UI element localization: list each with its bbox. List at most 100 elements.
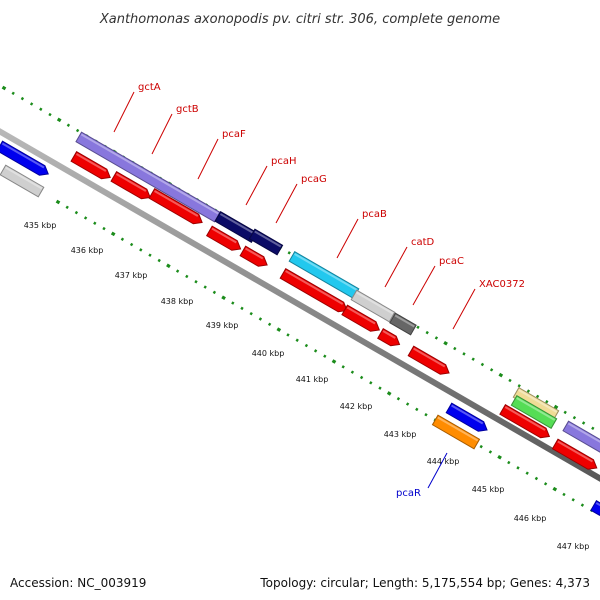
gene-feature[interactable] — [389, 312, 417, 336]
gene-label-pcag[interactable]: pcaG — [301, 174, 327, 185]
minor-tick — [581, 421, 586, 425]
major-tick — [1, 85, 7, 91]
gene-label-pcac[interactable]: pcaC — [439, 256, 464, 267]
minor-tick — [507, 460, 511, 465]
gene-label-pcab[interactable]: pcaB — [362, 209, 387, 220]
minor-tick — [369, 381, 373, 385]
gene-feature[interactable] — [590, 500, 600, 516]
gene-feature[interactable] — [279, 268, 350, 316]
gene-callout-line — [384, 246, 408, 288]
gene-feature[interactable] — [0, 140, 51, 179]
gene-feature[interactable] — [341, 304, 382, 335]
gene-feature[interactable] — [75, 131, 221, 223]
kbp-label: 443 kbp — [384, 430, 417, 439]
minor-tick — [313, 349, 318, 353]
minor-tick — [359, 375, 364, 380]
major-tick — [331, 359, 337, 364]
gene-callout-line — [452, 288, 476, 330]
minor-tick — [66, 123, 71, 127]
major-tick — [110, 231, 116, 237]
minor-tick — [534, 476, 539, 481]
minor-tick — [148, 253, 152, 257]
gene-feature[interactable] — [431, 414, 481, 450]
minor-tick — [471, 357, 475, 361]
gene-feature[interactable] — [350, 289, 396, 323]
minor-tick — [425, 330, 429, 335]
gene-label-gcta[interactable]: gctA — [138, 82, 161, 93]
minor-tick — [378, 386, 382, 390]
minor-tick — [405, 402, 410, 406]
gene-feature[interactable] — [407, 345, 452, 378]
kbp-label: 445 kbp — [472, 485, 505, 494]
minor-tick — [545, 400, 549, 404]
gene-label-pcah[interactable]: pcaH — [271, 156, 297, 167]
kbp-label: 442 kbp — [340, 402, 373, 411]
major-tick — [56, 117, 62, 123]
minor-tick — [415, 407, 419, 412]
minor-tick — [517, 384, 521, 388]
minor-tick — [39, 107, 43, 111]
gene-feature[interactable] — [499, 404, 552, 442]
minor-tick — [580, 503, 585, 507]
gene-callout-line — [412, 265, 436, 306]
gene-callout-line — [427, 452, 448, 489]
gene-feature[interactable] — [214, 211, 258, 243]
minor-tick — [93, 221, 97, 225]
gene-feature[interactable] — [510, 395, 558, 429]
kbp-label: 447 kbp — [557, 542, 590, 551]
minor-tick — [480, 362, 485, 367]
gene-callout-line — [275, 183, 298, 224]
minor-tick — [571, 498, 575, 502]
minor-tick — [212, 290, 217, 295]
minor-tick — [258, 317, 263, 321]
minor-tick — [102, 226, 106, 231]
gene-feature[interactable] — [377, 328, 403, 350]
minor-tick — [139, 248, 143, 252]
gene-label-gctb[interactable]: gctB — [176, 104, 199, 115]
minor-tick — [350, 370, 355, 374]
gene-label-catd[interactable]: catD — [411, 237, 435, 248]
minor-tick — [203, 285, 207, 289]
gene-feature[interactable] — [0, 164, 45, 198]
gene-features — [0, 131, 600, 516]
minor-tick — [20, 96, 25, 101]
minor-tick — [562, 492, 566, 497]
minor-tick — [240, 306, 244, 311]
minor-tick — [175, 269, 180, 273]
minor-tick — [479, 444, 483, 449]
gene-label-xac0372[interactable]: XAC0372 — [479, 279, 525, 290]
minor-tick — [29, 102, 34, 106]
gene-feature[interactable] — [248, 228, 284, 256]
gene-label-pcaf[interactable]: pcaF — [222, 129, 246, 140]
gene-feature[interactable] — [70, 151, 113, 183]
kbp-label: 438 kbp — [161, 297, 194, 306]
major-tick — [276, 327, 282, 332]
minor-tick — [267, 322, 272, 327]
gene-feature[interactable] — [205, 225, 244, 254]
map-title: Xanthomonas axonopodis pv. citri str. 30… — [99, 12, 500, 27]
accession-text: Accession: NC_003919 — [10, 576, 146, 590]
kbp-label: 441 kbp — [296, 375, 329, 384]
minor-tick — [535, 394, 540, 399]
kbp-label: 435 kbp — [24, 221, 57, 230]
gene-feature[interactable] — [445, 402, 490, 435]
gene-label-pcar[interactable]: pcaR — [396, 488, 421, 499]
gene-feature[interactable] — [562, 420, 600, 460]
minor-tick — [129, 242, 134, 247]
minor-tick — [563, 410, 567, 415]
minor-tick — [572, 415, 577, 420]
gene-labels: gctA gctB pcaF pcaH pcaG pcaB catD pcaC XAC0372 p… — [113, 82, 525, 499]
minor-tick — [194, 280, 198, 284]
gene-feature[interactable] — [239, 245, 270, 270]
kbp-label: 446 kbp — [514, 514, 547, 523]
gene-feature[interactable] — [110, 171, 153, 203]
major-tick — [166, 263, 171, 269]
minor-tick — [185, 274, 189, 279]
minor-tick — [489, 368, 494, 372]
minor-tick — [424, 412, 428, 417]
gene-feature[interactable] — [551, 438, 599, 473]
kbp-scale: 435 kbp 436 kbp 437 kbp 438 kbp 439 kbp 440 k… — [24, 221, 590, 551]
gene-feature[interactable] — [148, 188, 205, 228]
gene-callout-line — [197, 138, 219, 180]
